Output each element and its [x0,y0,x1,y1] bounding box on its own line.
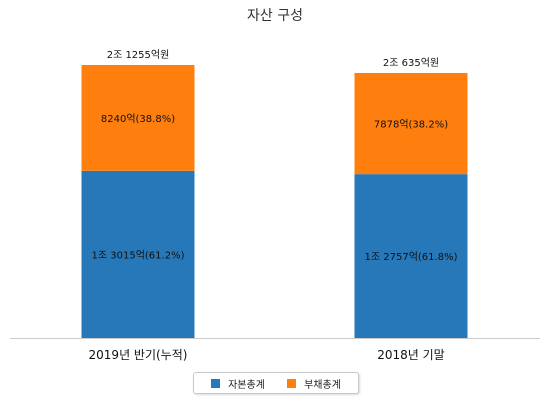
legend-label-liabilities: 부채총계 [304,379,341,391]
legend-label-equity: 자본총계 [228,379,265,391]
bar-equity-2019[interactable] [81,170,195,338]
total-label-2018: 2조 635억원 [383,57,439,69]
bar-liabilities-2019[interactable] [81,65,195,171]
legend: 자본총계 부채총계 [193,372,359,394]
legend-swatch-equity [211,378,221,388]
data-label-equity-2018: 1조 2757억(61.8%) [365,251,458,263]
legend-swatch-liabilities [287,378,297,388]
legend-item-equity[interactable]: 자본총계 [211,376,265,391]
bars-group: 1조 3015억(61.2%) 8240억(38.8%) 2조 1255억원 2019… [81,49,468,362]
bar-liabilities-2018[interactable] [354,72,468,175]
legend-item-liabilities[interactable]: 부채총계 [287,376,341,391]
data-label-equity-2019: 1조 3015억(61.2%) [92,249,185,261]
total-label-2019: 2조 1255억원 [107,49,170,61]
category-label-2018: 2018년 기말 [377,348,444,362]
data-label-liabilities-2019: 8240억(38.8%) [101,113,175,125]
chart-title: 자산 구성 [247,8,303,24]
data-label-liabilities-2018: 7878억(38.2%) [374,119,448,131]
category-label-2019: 2019년 반기(누적) [89,348,188,362]
bar-equity-2018[interactable] [354,174,468,338]
